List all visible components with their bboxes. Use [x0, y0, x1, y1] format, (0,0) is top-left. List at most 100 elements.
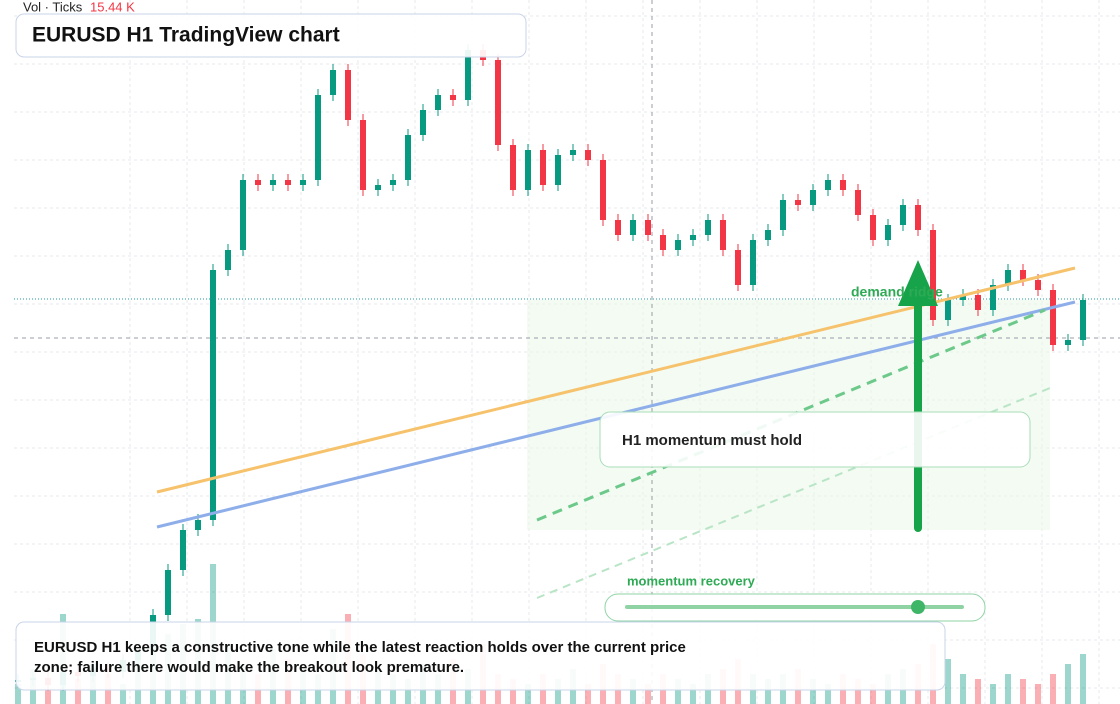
volume-bar — [120, 684, 126, 704]
candle-body — [885, 225, 891, 240]
candle-body — [975, 295, 981, 310]
note-box — [599, 411, 1031, 468]
candle-body — [765, 230, 771, 240]
volume-bar — [810, 679, 816, 704]
candle-body — [705, 220, 711, 235]
candle-body — [720, 220, 726, 250]
candle-body — [1050, 290, 1056, 345]
volume-bar — [945, 659, 951, 704]
candle-body — [225, 250, 231, 270]
volume-bar — [1035, 684, 1041, 704]
volume-bar — [405, 679, 411, 704]
candle-body — [840, 180, 846, 190]
candle-body — [420, 110, 426, 135]
candle-body — [1005, 270, 1011, 285]
candle-body — [180, 530, 186, 570]
caption-box — [15, 621, 946, 691]
volume-bar — [585, 684, 591, 704]
candle-body — [825, 180, 831, 190]
candle-body — [600, 160, 606, 220]
candle-body — [645, 220, 651, 235]
candle-body — [450, 95, 456, 100]
candle-body — [1035, 280, 1041, 290]
candle-body — [915, 205, 921, 230]
candle-body — [795, 200, 801, 205]
volume-bar — [1065, 664, 1071, 704]
title-box — [15, 13, 527, 58]
candle-body — [960, 295, 966, 300]
candle-body — [735, 250, 741, 285]
volume-bar — [960, 674, 966, 704]
candle-body — [870, 215, 876, 240]
caption: EURUSD H1 keeps a constructive tone whil… — [34, 639, 686, 676]
zone-label: demand ridge — [851, 284, 943, 300]
candle-body — [525, 150, 531, 190]
volume-bar — [630, 679, 636, 704]
arrow-head — [898, 260, 938, 306]
candle-body — [360, 120, 366, 190]
note-text: H1 momentum must hold — [622, 432, 802, 449]
volume-label: Vol · Ticks — [23, 0, 83, 14]
volume-bar — [15, 684, 21, 704]
candle-body — [510, 145, 516, 190]
candle-body — [210, 270, 216, 520]
candle-body — [945, 300, 951, 320]
volume-bar — [1005, 674, 1011, 704]
volume-bar — [765, 679, 771, 704]
volume-bar — [675, 679, 681, 704]
volume-bar — [645, 684, 651, 704]
candle-body — [315, 95, 321, 180]
candle-body — [375, 185, 381, 190]
volume-bar — [525, 684, 531, 704]
volume-bar — [1050, 674, 1056, 704]
candle-body — [555, 155, 561, 185]
candle-body — [390, 180, 396, 185]
volume-bar — [870, 684, 876, 704]
volume-bar — [825, 684, 831, 704]
candle-body — [300, 180, 306, 185]
volume-bar — [510, 679, 516, 704]
candle-body — [780, 200, 786, 230]
volume-bar — [1080, 654, 1086, 704]
candle-body — [285, 180, 291, 185]
candle-body — [1065, 340, 1071, 345]
candle-body — [330, 70, 336, 95]
slider-label: momentum recovery — [627, 573, 756, 588]
volume-bar — [990, 684, 996, 704]
candle-body — [465, 50, 471, 100]
candle-body — [255, 180, 261, 185]
candle-body — [195, 520, 201, 530]
candle-body — [1080, 300, 1086, 340]
candle-body — [855, 190, 861, 215]
candle-body — [165, 570, 171, 615]
volume-bar — [45, 689, 51, 704]
candle-body — [405, 135, 411, 180]
candle-body — [270, 180, 276, 185]
volume-bar — [555, 679, 561, 704]
candle-body — [900, 205, 906, 225]
volume-bar — [855, 679, 861, 704]
candle-body — [540, 150, 546, 185]
candle-body — [930, 230, 936, 320]
candle-body — [585, 150, 591, 160]
candle-body — [750, 240, 756, 285]
candle-body — [495, 60, 501, 145]
slider-knob[interactable] — [911, 600, 925, 614]
candle-body — [630, 220, 636, 235]
candle-body — [1020, 270, 1026, 280]
chart-title: EURUSD H1 TradingView chart — [32, 24, 340, 47]
volume-bar — [690, 684, 696, 704]
volume-bar — [75, 679, 81, 704]
candle-body — [345, 70, 351, 120]
volume-readout: 15.44 K — [90, 0, 135, 14]
volume-bar — [975, 679, 981, 704]
candle-body — [570, 150, 576, 155]
candle-body — [990, 285, 996, 310]
candle-body — [675, 240, 681, 250]
volume-bar — [1020, 679, 1026, 704]
candle-body — [660, 235, 666, 250]
candle-body — [810, 190, 816, 205]
candle-body — [435, 95, 441, 110]
candle-body — [240, 180, 246, 250]
